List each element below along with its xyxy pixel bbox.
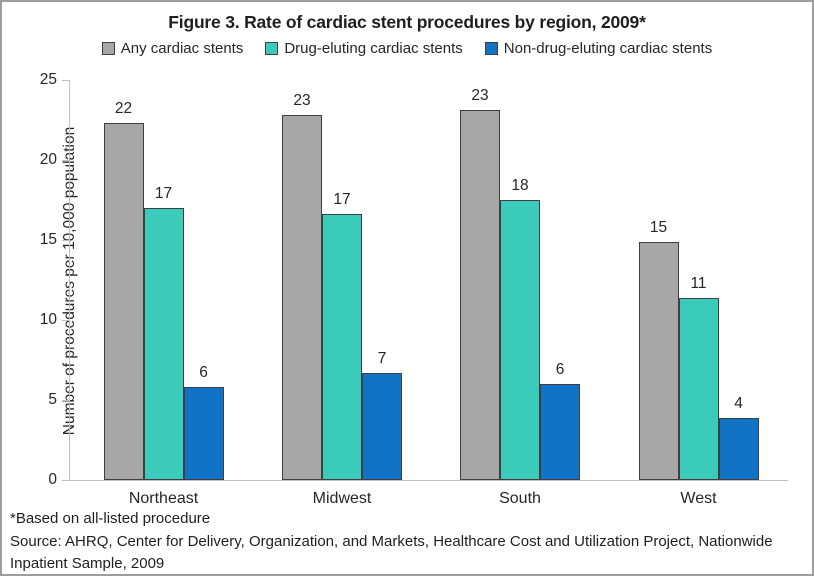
bar-value-label: 18 — [511, 177, 529, 194]
bar-west-series1 — [638, 241, 679, 480]
legend-item-2: Drug-eluting cardiac stents — [265, 40, 463, 57]
legend-item-3: Non-drug-eluting cardiac stents — [484, 40, 713, 57]
footnote-source-line2: Inpatient Sample, 2009 — [10, 555, 165, 572]
legend-label: Drug-eluting cardiac stents — [284, 40, 463, 57]
bar-value-label: 17 — [333, 191, 351, 209]
legend-item-1: Any cardiac stents — [101, 40, 244, 57]
chart-title: Figure 3. Rate of cardiac stent procedur… — [168, 12, 646, 32]
x-axis-line — [69, 480, 788, 481]
footnote-source-line1: Source: AHRQ, Center for Delivery, Organ… — [10, 532, 773, 550]
bar-value-label: 17 — [154, 185, 173, 202]
y-tick-label: 5 — [48, 391, 57, 408]
bar-value-label: 22 — [114, 100, 133, 118]
bar-south-series1 — [460, 110, 500, 480]
bar-west-series2 — [678, 297, 719, 480]
y-tick-label: 20 — [39, 151, 57, 168]
bar-northeast-series3 — [183, 387, 224, 480]
bar-midwest-series2 — [322, 214, 362, 480]
chart-footnotes: *Based on all-listed procedure Source: A… — [10, 508, 800, 574]
bar-south-series3 — [540, 384, 580, 480]
y-axis-title: Number of procedures per 10,000 populati… — [61, 121, 79, 441]
y-tick-mark — [62, 160, 69, 161]
footnote-asterisk: *Based on all-listed procedure — [10, 510, 211, 527]
bar-midwest-series3 — [362, 372, 402, 480]
x-category-label-west: West — [680, 490, 717, 507]
bar-value-label: 11 — [690, 274, 707, 292]
x-category-label-northeast: Northeast — [128, 490, 199, 507]
bar-value-label: 7 — [377, 349, 387, 367]
y-tick-label: 0 — [48, 471, 57, 488]
bar-value-label: 4 — [734, 394, 743, 412]
bar-value-label: 6 — [555, 361, 565, 378]
x-category-label-south: South — [499, 490, 541, 507]
y-tick-mark — [62, 240, 69, 241]
legend-label: Any cardiac stents — [120, 40, 244, 57]
bar-value-label: 6 — [199, 364, 208, 382]
y-tick-mark — [62, 480, 69, 481]
y-tick-label: 15 — [39, 231, 57, 248]
y-tick-label: 10 — [39, 311, 57, 328]
y-tick-mark — [62, 400, 69, 401]
legend-swatch-icon — [265, 42, 279, 55]
legend-swatch-icon — [101, 42, 115, 55]
bar-value-label: 15 — [649, 218, 668, 236]
bar-midwest-series1 — [282, 115, 322, 480]
bar-northeast-series2 — [143, 208, 184, 480]
bar-value-label: 23 — [293, 92, 311, 110]
bar-northeast-series1 — [103, 123, 144, 480]
bar-value-label: 23 — [471, 87, 489, 105]
chart-legend: Any cardiac stents Drug-eluting cardiac s… — [2, 40, 812, 57]
y-tick-mark — [62, 80, 69, 81]
y-axis-line — [69, 80, 70, 481]
x-category-label-midwest: Midwest — [312, 490, 372, 507]
legend-swatch-icon — [484, 42, 498, 55]
y-tick-mark — [62, 320, 69, 321]
bar-south-series2 — [500, 200, 540, 480]
y-tick-label: 25 — [39, 71, 57, 88]
legend-label: Non-drug-eluting cardiac stents — [503, 40, 713, 57]
bar-west-series3 — [718, 417, 759, 480]
